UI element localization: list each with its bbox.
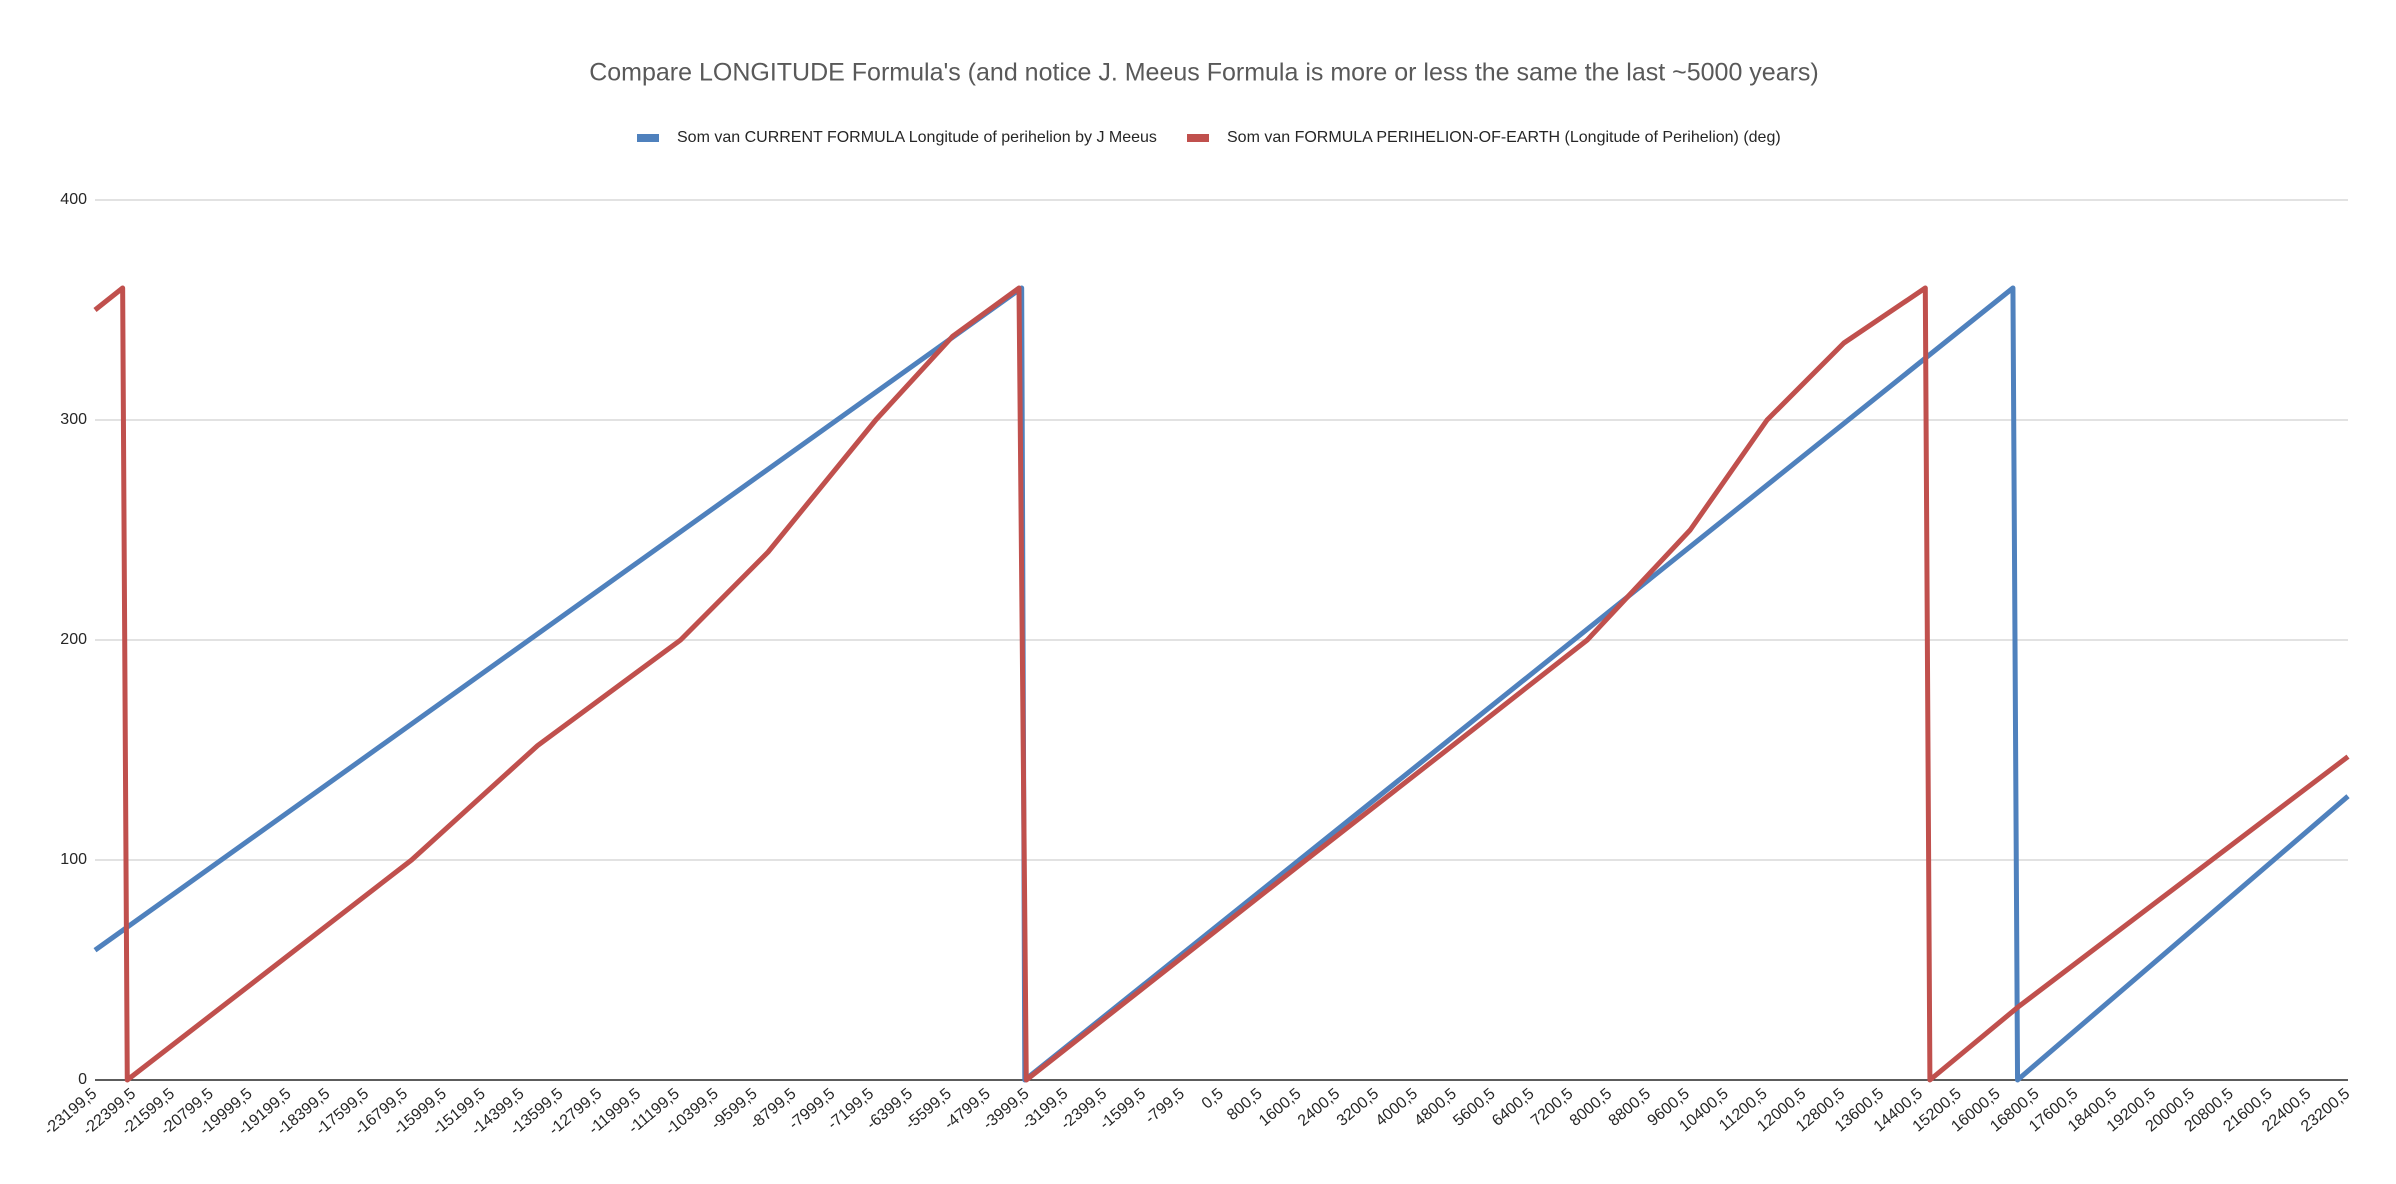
x-tick-label: 4000,5 [1373, 1085, 1422, 1130]
x-tick-label: 8800,5 [1606, 1085, 1655, 1130]
legend-label: Som van CURRENT FORMULA Longitude of per… [677, 129, 1157, 146]
legend-label: Som van FORMULA PERIHELION-OF-EARTH (Lon… [1227, 129, 1781, 146]
x-tick-label: -799,5 [1142, 1085, 1188, 1127]
y-tick-label: 0 [78, 1071, 87, 1088]
x-tick-label: 0,5 [1199, 1085, 1227, 1112]
legend-swatch [637, 134, 659, 142]
x-tick-label: 1600,5 [1256, 1085, 1305, 1130]
x-tick-label: 2400,5 [1295, 1085, 1344, 1130]
series-line [93, 285, 2350, 1083]
series-line [93, 285, 2350, 1083]
y-tick-label: 300 [60, 411, 87, 428]
x-tick-label: 8000,5 [1567, 1085, 1616, 1130]
chart-title: Compare LONGITUDE Formula's (and notice … [589, 59, 1819, 87]
legend-swatch [1187, 134, 1209, 142]
x-tick-label: 6400,5 [1489, 1085, 1538, 1130]
x-tick-label: 7200,5 [1528, 1085, 1577, 1130]
x-tick-label: 5600,5 [1450, 1085, 1499, 1130]
y-tick-label: 400 [60, 191, 87, 208]
y-tick-label: 100 [60, 851, 87, 868]
y-tick-label: 200 [60, 631, 87, 648]
x-tick-label: 4800,5 [1411, 1085, 1460, 1130]
x-tick-label: 3200,5 [1334, 1085, 1383, 1130]
